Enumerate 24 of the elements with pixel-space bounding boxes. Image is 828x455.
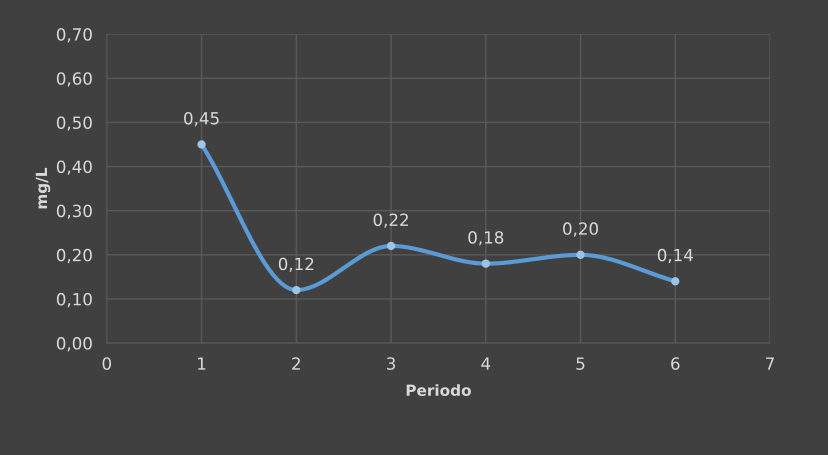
y-tick-label: 0,00 bbox=[56, 337, 92, 352]
y-tick-label: 0,40 bbox=[56, 160, 92, 175]
y-axis-title: mg/L bbox=[36, 168, 50, 208]
y-tick-label: 0,10 bbox=[56, 292, 92, 308]
x-tick-label: 0 bbox=[102, 357, 112, 370]
x-tick-label: 4 bbox=[481, 357, 490, 370]
y-tick-label: 0,30 bbox=[56, 204, 92, 219]
data-label: 0,18 bbox=[468, 231, 504, 246]
x-tick-label: 7 bbox=[766, 357, 774, 370]
x-axis-title: Periodo bbox=[406, 384, 471, 396]
data-label: 0,22 bbox=[374, 213, 408, 228]
y-tick-label: 0,60 bbox=[56, 72, 92, 87]
data-label: 0,45 bbox=[184, 112, 219, 126]
x-tick-label: 6 bbox=[671, 357, 680, 370]
y-tick-label: 0,20 bbox=[56, 248, 92, 264]
data-label: 0,14 bbox=[658, 248, 693, 264]
x-tick-label: 5 bbox=[576, 357, 584, 370]
y-tick-label: 0,50 bbox=[56, 116, 92, 131]
data-label: 0,20 bbox=[563, 222, 598, 237]
x-tick-label: 3 bbox=[387, 357, 396, 370]
x-tick-label: 2 bbox=[292, 357, 300, 370]
data-label: 0,12 bbox=[278, 258, 314, 272]
y-tick-label: 0,70 bbox=[56, 28, 92, 42]
x-tick-label: 1 bbox=[198, 357, 206, 370]
